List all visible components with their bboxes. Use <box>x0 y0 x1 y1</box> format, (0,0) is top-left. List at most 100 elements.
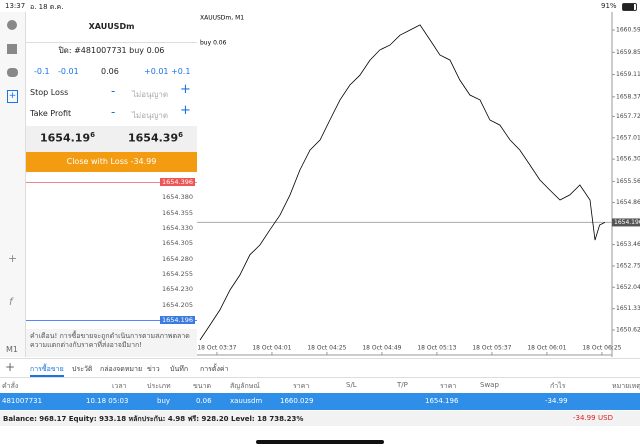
x-tick-label: 18 Oct 04:49 <box>362 345 401 352</box>
y-tick-label: 1653.460 <box>616 241 640 248</box>
cell: buy <box>157 397 171 405</box>
timeframe[interactable]: M1 <box>6 345 18 354</box>
stop-loss-value[interactable]: ไม่อนุญาต <box>132 90 169 99</box>
y-tick-label: 1659.110 <box>616 71 640 78</box>
volume-step[interactable]: -0.01 <box>58 67 79 76</box>
take-profit-value[interactable]: ไม่อนุญาต <box>132 111 169 120</box>
y-tick-label: 1652.040 <box>616 284 640 291</box>
y-tick-label: 1656.300 <box>616 156 640 163</box>
cell: 1660.029 <box>280 397 314 405</box>
volume-step[interactable]: -0.1 <box>34 67 50 76</box>
bid-sup: 6 <box>90 131 95 139</box>
y-tick-label: 1651.330 <box>616 305 640 312</box>
symbol[interactable]: XAUUSDm <box>26 12 197 43</box>
close-button[interactable]: Close with Loss -34.99 <box>26 152 197 172</box>
ladder-price: 1654.230 <box>162 285 194 294</box>
plus[interactable]: + <box>180 103 191 118</box>
plus[interactable]: + <box>180 82 191 97</box>
y-tick-label: 1658.370 <box>616 93 640 100</box>
volume-step: 0.06 <box>101 67 119 76</box>
ladder-line <box>26 320 197 321</box>
y-tick-label: 1654.860 <box>616 199 640 206</box>
x-tick-label: 18 Oct 04:01 <box>252 345 291 352</box>
tab[interactable]: การตั้งค่า <box>200 365 229 373</box>
table-row[interactable] <box>0 393 640 410</box>
x-tick-label: 18 Oct 04:25 <box>307 345 346 352</box>
minus[interactable]: - <box>111 84 116 98</box>
icon[interactable] <box>7 44 17 54</box>
y-tick-label: 1650.620 <box>616 327 640 334</box>
chart-bg <box>197 12 640 357</box>
battery: 91% <box>601 2 617 10</box>
crosshair-icon[interactable]: + <box>8 252 18 265</box>
ladder-price: 1654.305 <box>162 239 194 248</box>
column-header: ราคา <box>293 382 310 390</box>
warning: คำเตือน! การซื้อขายจะถูกดำเนินการตามสภาพ… <box>30 332 190 349</box>
status-date: อ. 18 ต.ค. <box>30 3 64 11</box>
y-tick-label: 1659.850 <box>616 49 640 56</box>
bid-main: 1654.19 <box>40 131 91 145</box>
x-tick-label: 18 Oct 06:25 <box>582 345 621 352</box>
account-summary: Balance: 968.17 Equity: 933.18 หลักประกั… <box>3 415 304 423</box>
add[interactable]: + <box>5 360 16 374</box>
home-indicator <box>256 440 384 444</box>
status-time: 13:37 <box>5 2 26 10</box>
bid: 1654.196 <box>40 131 95 145</box>
chart-label: XAUUSDm, M1 <box>200 15 244 22</box>
column-header: สัญลักษณ์ <box>230 382 260 390</box>
tab[interactable]: ประวัติ <box>72 365 93 373</box>
ladder-line <box>26 182 197 183</box>
toolbar: + + f M1 <box>0 12 26 357</box>
ask-sup: 6 <box>178 131 183 139</box>
volume-step[interactable]: +0.01 <box>144 67 169 76</box>
icon[interactable] <box>7 20 17 30</box>
tab[interactable]: บันทึก <box>170 365 189 373</box>
ladder-price: 1654.255 <box>162 270 194 278</box>
column-header: เวลา <box>112 382 127 390</box>
ask: 1654.396 <box>128 131 183 145</box>
footer-currency: USD <box>598 414 613 422</box>
y-tick-label: 1657.010 <box>616 134 640 141</box>
take-profit-label: Take Profit <box>30 109 72 118</box>
footer-profit: -34.99 <box>573 414 596 422</box>
y-tick-label: 1657.720 <box>616 113 640 120</box>
y-tick-label: 1660.590 <box>616 27 640 34</box>
battery-icon <box>622 3 637 11</box>
column-header: S/L <box>346 381 357 389</box>
new-order-icon[interactable]: + <box>7 90 18 103</box>
x-tick-label: 18 Oct 06:01 <box>527 345 566 352</box>
indicator-icon[interactable]: f <box>9 297 13 308</box>
ladder-price: 1654.355 <box>162 208 194 217</box>
y-tick-label: 1652.750 <box>616 262 640 269</box>
ask-main: 1654.39 <box>128 131 179 145</box>
column-header: Swap <box>480 381 499 389</box>
icon[interactable] <box>7 68 18 77</box>
cell: 10.18 05:03 <box>86 397 129 405</box>
cell: 481007731 <box>2 397 43 405</box>
y-tick-label: 1655.560 <box>616 178 640 185</box>
cell: 0.06 <box>196 397 212 405</box>
column-header: หมายเหตุ <box>612 382 640 390</box>
column-header: ขนาด <box>193 382 212 390</box>
tab[interactable]: การซื้อขาย <box>30 364 64 377</box>
cell: 1654.196 <box>425 397 459 405</box>
cell: xauusdm <box>230 397 263 405</box>
quotes: 1654.196 1654.396 <box>26 126 197 152</box>
cell: -34.99 <box>545 397 568 405</box>
price-chart: XAUUSDm, M1 buy 0.06 1660.590 1659.850 165… <box>197 12 640 357</box>
x-tick-label: 18 Oct 03:37 <box>197 345 236 352</box>
tab-bar: + <box>0 358 640 378</box>
minus[interactable]: - <box>111 105 116 119</box>
column-header: คำสั่ง <box>2 382 19 390</box>
ladder-price: 1654.330 <box>162 224 194 232</box>
stop-loss-label: Stop Loss <box>30 88 69 97</box>
volume-step[interactable]: +0.1 <box>171 67 191 76</box>
tab[interactable]: กล่องจดหมาย <box>100 365 143 373</box>
column-header: ราคา <box>440 382 457 390</box>
tab[interactable]: ข่าว <box>147 365 160 373</box>
ladder-price: 1654.196 <box>160 316 196 324</box>
order-panel: XAUUSDm ปิด: #481007731 buy 0.06 Stop Lo… <box>26 12 198 357</box>
footer <box>0 411 640 426</box>
price-line <box>199 24 606 341</box>
